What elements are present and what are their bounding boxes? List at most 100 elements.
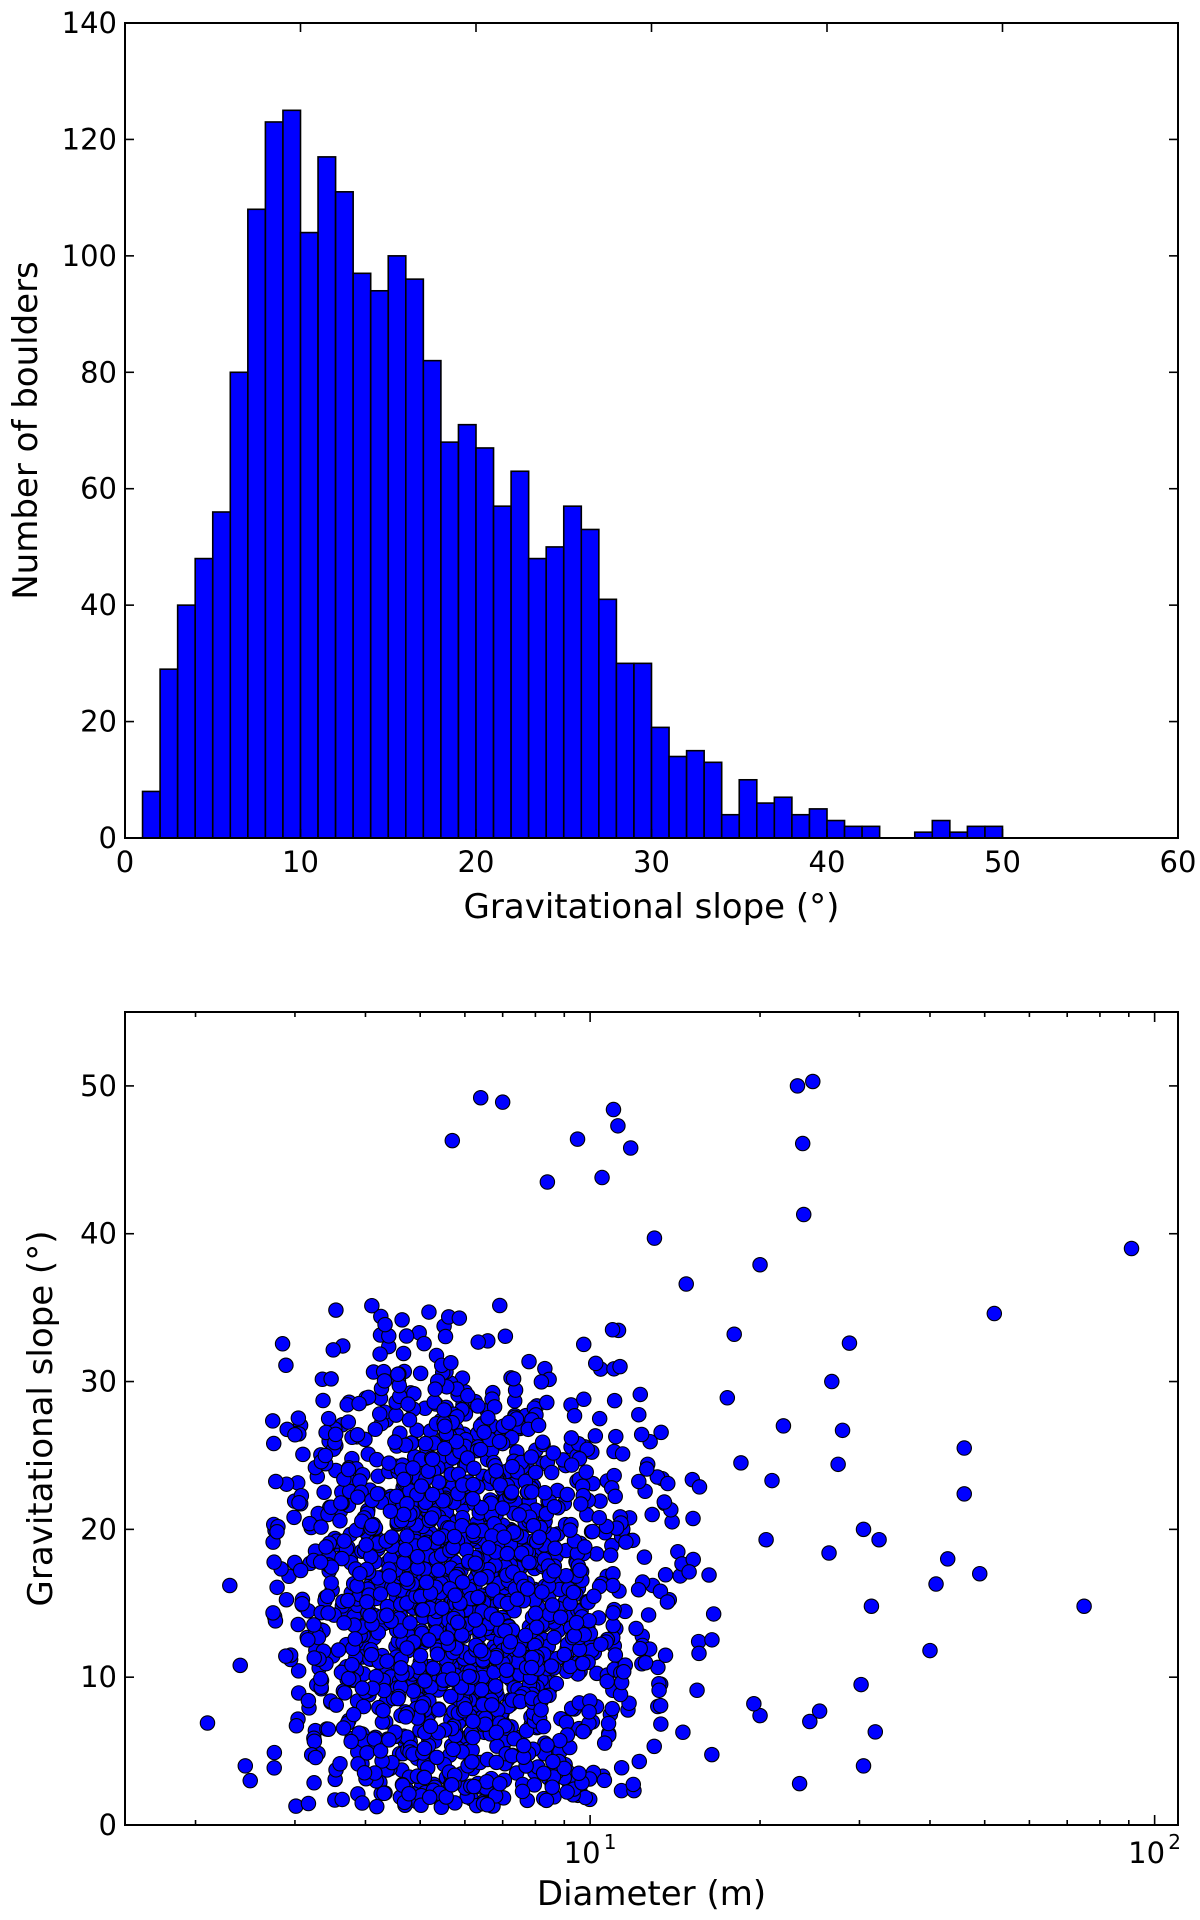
scatter-point <box>464 1491 481 1507</box>
scatter-point <box>562 1522 578 1538</box>
scatter-point <box>637 1654 654 1671</box>
histogram-bar <box>475 447 495 839</box>
scatter-point <box>416 1740 433 1757</box>
scatter-point <box>465 1729 481 1746</box>
scatter-point <box>393 1660 409 1676</box>
histogram-bar <box>615 662 635 839</box>
scatter-point <box>434 1600 450 1616</box>
histogram-panel: 0 10 20 30 40 50 60 0 20 40 60 80 100 120 140 Gravitat… <box>6 6 1196 927</box>
scatter-point <box>274 1336 291 1352</box>
scatter-point <box>821 1545 837 1561</box>
x-tick-exponent: 2 <box>1168 1830 1181 1854</box>
scatter-point <box>584 1523 601 1540</box>
scatter-point <box>656 1494 673 1510</box>
histogram-bar <box>247 208 267 839</box>
histogram-bar <box>159 668 179 839</box>
histogram-bar <box>545 546 565 839</box>
scatter-point <box>573 1496 589 1512</box>
scatter-point <box>427 1381 443 1397</box>
scatter-point <box>492 1297 508 1314</box>
scatter-point <box>237 1758 254 1774</box>
scatter-point <box>604 1700 621 1717</box>
scatter-point <box>416 1535 433 1552</box>
y-tick-label: 10 <box>80 1660 117 1694</box>
scatter-point <box>653 1716 669 1732</box>
scatter-point <box>675 1724 691 1741</box>
scatter-point <box>372 1743 389 1759</box>
scatter-point <box>306 1617 322 1633</box>
scatter-point <box>466 1460 482 1476</box>
scatter-point <box>659 1594 676 1610</box>
scatter-point <box>396 1471 412 1488</box>
scatter-point <box>556 1760 572 1777</box>
scatter-point <box>791 1775 808 1792</box>
scatter-point <box>539 1174 556 1190</box>
scatter-point <box>344 1656 360 1673</box>
scatter-point <box>834 1422 851 1439</box>
scatter-point <box>375 1702 391 1719</box>
scatter-point <box>266 1554 282 1570</box>
histogram-bar <box>562 505 583 839</box>
scatter-point <box>521 1353 537 1370</box>
scatter-point <box>269 1523 285 1540</box>
scatter-point <box>336 1685 353 1701</box>
scatter-point <box>320 1410 337 1427</box>
scatter-point <box>701 1567 717 1583</box>
scatter-point <box>242 1772 258 1789</box>
y-tick-label: 60 <box>80 472 117 506</box>
scatter-point <box>630 1581 647 1598</box>
scatter-point <box>327 1426 344 1443</box>
scatter-point <box>789 1078 806 1094</box>
scatter-point <box>489 1611 505 1627</box>
scatter-point <box>571 1765 587 1781</box>
scatter-point <box>633 1426 650 1443</box>
scatter-point <box>660 1475 676 1492</box>
scatter-point <box>523 1449 540 1465</box>
scatter-point <box>543 1658 560 1674</box>
x-tick-label: 20 <box>458 845 495 879</box>
scatter-point <box>514 1783 531 1800</box>
scatter-point <box>499 1545 516 1562</box>
histogram-ticks: 0 10 20 30 40 50 60 0 20 40 60 80 100 120 140 <box>62 6 1197 879</box>
scatter-point <box>535 1718 552 1735</box>
scatter-point <box>488 1463 504 1479</box>
scatter-point <box>399 1640 415 1656</box>
scatter-point <box>498 1662 515 1678</box>
scatter-point <box>596 1735 613 1751</box>
scatter-point <box>855 1521 872 1538</box>
scatter-point <box>269 1579 285 1596</box>
histogram-bar <box>791 813 811 839</box>
scatter-point <box>544 1597 561 1613</box>
scatter-point <box>534 1434 551 1450</box>
scatter-point <box>636 1549 653 1565</box>
histogram-bar <box>282 109 302 839</box>
scatter-point <box>470 1398 486 1414</box>
histogram-bar <box>510 470 530 839</box>
scatter-point <box>444 1671 461 1687</box>
scatter-point <box>332 1755 348 1772</box>
x-tick-exponent: 1 <box>604 1830 617 1854</box>
scatter-point <box>265 1605 281 1621</box>
scatter-y-axis-label: Gravitational slope (°) <box>21 1231 61 1607</box>
x-tick-label: 10 <box>1128 1836 1165 1870</box>
scatter-point <box>464 1754 480 1770</box>
scatter-point <box>479 1773 495 1790</box>
scatter-point <box>824 1373 840 1390</box>
scatter-point <box>320 1605 336 1621</box>
scatter-point <box>424 1451 441 1468</box>
scatter-point <box>398 1709 414 1725</box>
scatter-point <box>853 1676 869 1693</box>
scatter-point <box>752 1257 768 1273</box>
scatter-point <box>292 1562 309 1579</box>
scatter-point <box>390 1690 406 1707</box>
scatter-point <box>547 1540 563 1557</box>
x-tick-label: 30 <box>633 845 670 879</box>
scatter-point <box>412 1647 429 1664</box>
scatter-point <box>340 1414 357 1430</box>
scatter-point <box>515 1737 532 1754</box>
scatter-point <box>539 1737 555 1753</box>
scatter-point <box>439 1630 455 1646</box>
scatter-point <box>863 1598 880 1614</box>
scatter-point <box>376 1373 393 1389</box>
x-tick-label: 10 <box>564 1836 601 1870</box>
